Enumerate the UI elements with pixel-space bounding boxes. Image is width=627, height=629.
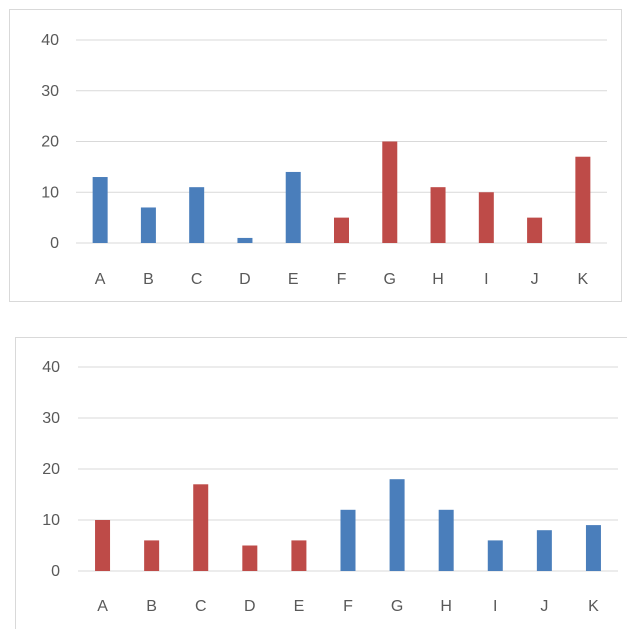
bar-k bbox=[585, 525, 601, 571]
y-tick-label: 10 bbox=[42, 512, 60, 529]
x-tick-label: E bbox=[288, 271, 299, 288]
bar-j bbox=[536, 530, 552, 571]
chart-top-plot: 0 10 20 30 40 A B C D E F G H I J K bbox=[41, 32, 607, 288]
y-tick-label: 30 bbox=[41, 83, 59, 100]
bar-c bbox=[189, 187, 205, 243]
y-tick-label: 0 bbox=[51, 563, 60, 580]
y-tick-label: 20 bbox=[42, 461, 60, 478]
x-tick-label: C bbox=[191, 271, 203, 288]
bar-k bbox=[575, 156, 591, 243]
bar-i bbox=[478, 192, 494, 243]
bar-g bbox=[382, 141, 398, 243]
y-tick-label: 40 bbox=[41, 32, 59, 49]
bar-h bbox=[430, 187, 446, 243]
bar-b bbox=[144, 540, 160, 571]
x-tick-label: H bbox=[432, 271, 444, 288]
bar-e bbox=[285, 171, 301, 243]
x-tick-label: A bbox=[97, 598, 108, 615]
bar-j bbox=[527, 217, 543, 243]
x-tick-label: H bbox=[440, 598, 452, 615]
x-tick-label: A bbox=[95, 271, 106, 288]
x-tick-label: B bbox=[143, 271, 154, 288]
x-tick-label: J bbox=[540, 598, 548, 615]
x-tick-label: J bbox=[531, 271, 539, 288]
x-tick-label: G bbox=[391, 598, 403, 615]
x-tick-label: G bbox=[384, 271, 396, 288]
y-tick-label: 0 bbox=[50, 235, 59, 252]
bar-d bbox=[242, 545, 258, 571]
x-tick-label: D bbox=[239, 271, 251, 288]
x-tick-label: I bbox=[493, 598, 497, 615]
x-tick-label: C bbox=[195, 598, 207, 615]
y-tick-label: 40 bbox=[42, 359, 60, 376]
chart-bottom: 0 10 20 30 40 A B C D E F G H I J K bbox=[15, 337, 627, 629]
x-tick-label: F bbox=[337, 271, 347, 288]
x-tick-label: F bbox=[343, 598, 353, 615]
bar-b bbox=[140, 207, 156, 243]
x-tick-label: E bbox=[294, 598, 305, 615]
x-tick-label: D bbox=[244, 598, 256, 615]
bar-f bbox=[340, 509, 356, 571]
chart-top: 0 10 20 30 40 A B C D E F G H I J K bbox=[9, 9, 622, 302]
bar-a bbox=[92, 177, 108, 243]
x-tick-label: K bbox=[588, 598, 599, 615]
bar-i bbox=[487, 540, 503, 571]
bar-a bbox=[95, 520, 111, 571]
y-tick-label: 30 bbox=[42, 410, 60, 427]
x-tick-label: I bbox=[484, 271, 488, 288]
bar-f bbox=[334, 217, 349, 243]
bar-e bbox=[291, 540, 307, 571]
bar-c bbox=[193, 484, 209, 571]
chart-bottom-plot: 0 10 20 30 40 A B C D E F G H I J K bbox=[42, 359, 618, 615]
bar-d bbox=[237, 237, 253, 243]
bar-g bbox=[389, 479, 405, 571]
bar-h bbox=[438, 509, 454, 571]
y-tick-label: 10 bbox=[41, 184, 59, 201]
y-tick-label: 20 bbox=[41, 134, 59, 151]
x-tick-label: K bbox=[578, 271, 589, 288]
x-tick-label: B bbox=[146, 598, 157, 615]
